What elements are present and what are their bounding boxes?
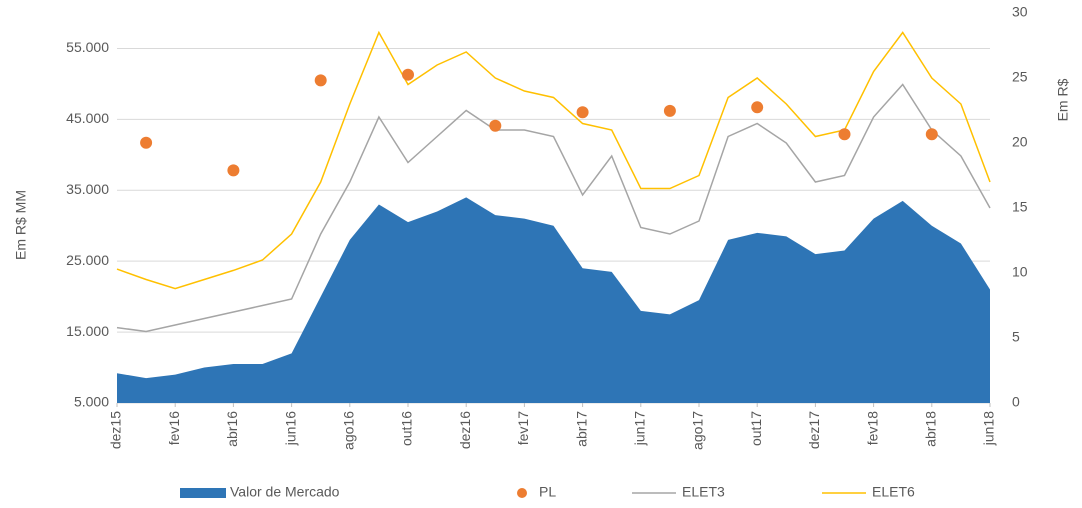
legend-label: Valor de Mercado [230,484,340,500]
area [117,197,990,403]
y2-tick-label: 15 [1012,199,1028,215]
dot [140,136,153,149]
dot [751,101,764,114]
plot [116,30,991,403]
x-tick-label: dez17 [806,411,822,449]
x-tick-label: jun16 [282,411,298,446]
x-tick-label: out16 [399,411,415,446]
x-tick-label: jun17 [632,411,648,446]
x-tick-label: out17 [748,411,764,446]
y-tick-label: 5.000 [74,394,109,410]
y2-tick-label: 30 [1012,4,1028,20]
dot [838,128,851,141]
y2-tick-label: 25 [1012,69,1028,85]
legend-label: ELET6 [872,484,915,500]
x-tick-label: abr18 [923,411,939,447]
y-tick-label: 35.000 [66,181,109,197]
legend-swatch [517,488,527,498]
y-tick-label: 25.000 [66,252,109,268]
y2-tick-label: 10 [1012,264,1028,280]
y2-tick-label: 20 [1012,134,1028,150]
x-tick-label: abr16 [224,411,240,447]
legend-label: PL [539,484,556,500]
dot [576,106,589,119]
y2-tick-label: 5 [1012,329,1020,345]
line [116,83,991,333]
y-tick-label: 45.000 [66,110,109,126]
y2-tick-label: 0 [1012,394,1020,410]
dot [314,74,327,87]
x-tick-label: ago17 [690,411,706,450]
x-tick-label: fev17 [515,411,531,445]
dot [489,119,502,132]
y-tick-label: 15.000 [66,323,109,339]
dot [925,128,938,141]
dot [402,68,414,81]
dot [227,164,240,177]
x-tick-label: dez16 [457,411,473,449]
x-tick-label: abr17 [573,411,589,447]
x-tick-label: jun18 [981,411,997,446]
legend-swatch [180,488,226,498]
legend-label: ELET3 [682,484,725,500]
y-tick-label: 55.000 [66,39,109,55]
x-tick-label: fev18 [864,411,880,445]
y2-axis-label: Em R$ [1055,78,1071,121]
x-tick-label: dez15 [108,411,124,449]
x-tick-label: fev16 [166,411,182,445]
x-tick-label: ago16 [341,411,357,450]
dot [663,104,676,117]
y-axis-label: Em R$ MM [13,190,29,260]
